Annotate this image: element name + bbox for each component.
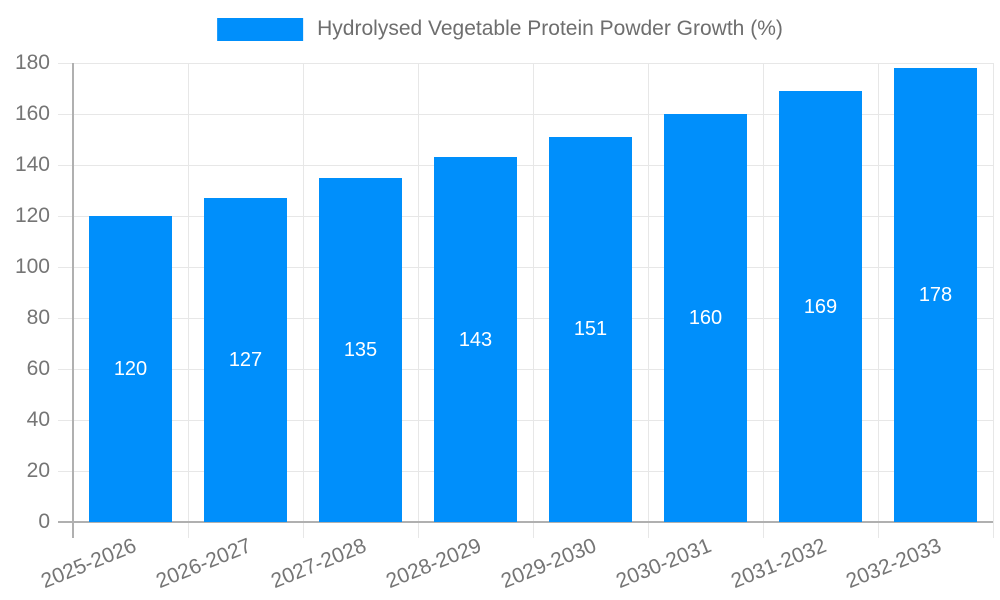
y-tick-label: 40 xyxy=(26,408,50,431)
bar-value-label: 160 xyxy=(688,307,723,329)
x-tick-label: 2031-2032 xyxy=(727,534,830,593)
y-tick xyxy=(58,368,73,370)
bar-value-label: 127 xyxy=(228,349,263,372)
x-tick xyxy=(187,522,189,538)
legend: Hydrolysed Vegetable Protein Powder Grow… xyxy=(217,17,783,41)
y-tick-label: 80 xyxy=(26,306,50,329)
x-gridline xyxy=(877,63,879,522)
y-tick xyxy=(58,215,73,217)
bar: 127 xyxy=(204,198,287,522)
bar-value-label: 178 xyxy=(918,284,953,307)
x-tick-label: 2026-2027 xyxy=(152,534,255,593)
bar-value-label: 120 xyxy=(113,358,148,380)
bar-value-label: 169 xyxy=(803,295,838,318)
bar: 178 xyxy=(894,68,977,522)
y-tick-label: 0 xyxy=(38,510,50,533)
bar: 135 xyxy=(319,177,402,522)
bar: 160 xyxy=(664,114,747,522)
x-gridline xyxy=(187,63,189,522)
x-tick xyxy=(762,522,764,538)
bar-value-label: 151 xyxy=(573,318,608,341)
x-gridline xyxy=(302,63,304,522)
y-tick-label: 140 xyxy=(14,153,50,176)
x-tick-label: 2032-2033 xyxy=(842,534,945,593)
y-tick xyxy=(58,470,73,472)
x-gridline xyxy=(417,63,419,522)
x-gridline xyxy=(532,63,534,522)
x-tick xyxy=(302,522,304,538)
y-tick-label: 120 xyxy=(14,204,50,227)
x-tick-label: 2029-2030 xyxy=(497,534,600,593)
x-tick-label: 2030-2031 xyxy=(612,534,715,593)
x-axis-line xyxy=(58,521,993,523)
legend-swatch xyxy=(217,17,304,41)
y-tick xyxy=(58,419,73,421)
x-tick xyxy=(992,522,994,538)
x-tick xyxy=(417,522,419,538)
y-tick-label: 60 xyxy=(26,357,50,380)
y-axis-line xyxy=(72,63,74,538)
bar-value-label: 143 xyxy=(458,328,493,351)
x-tick xyxy=(647,522,649,538)
y-tick xyxy=(58,113,73,115)
y-tick xyxy=(58,317,73,319)
x-tick xyxy=(877,522,879,538)
x-gridline xyxy=(992,63,994,522)
y-tick-label: 100 xyxy=(14,255,50,278)
bar: 169 xyxy=(779,91,862,522)
bar: 120 xyxy=(89,216,172,522)
y-tick xyxy=(58,266,73,268)
bar: 151 xyxy=(549,136,632,522)
y-tick xyxy=(58,164,73,166)
y-tick-label: 180 xyxy=(14,51,50,74)
x-tick xyxy=(532,522,534,538)
x-tick-label: 2027-2028 xyxy=(267,534,370,593)
plot-area: 0 20 40 60 80 100 120 140 160 180 120 2025-2026 127 2… xyxy=(15,51,994,593)
y-tick-label: 160 xyxy=(14,102,50,125)
y-tick-label: 20 xyxy=(26,459,50,482)
legend-label: Hydrolysed Vegetable Protein Powder Grow… xyxy=(317,17,783,40)
bar-value-label: 135 xyxy=(343,338,378,361)
bar: 143 xyxy=(434,157,517,522)
x-gridline xyxy=(762,63,764,522)
x-gridline xyxy=(647,63,649,522)
y-tick xyxy=(58,62,73,64)
x-tick-label: 2028-2029 xyxy=(382,534,485,593)
x-tick-label: 2025-2026 xyxy=(37,534,140,593)
